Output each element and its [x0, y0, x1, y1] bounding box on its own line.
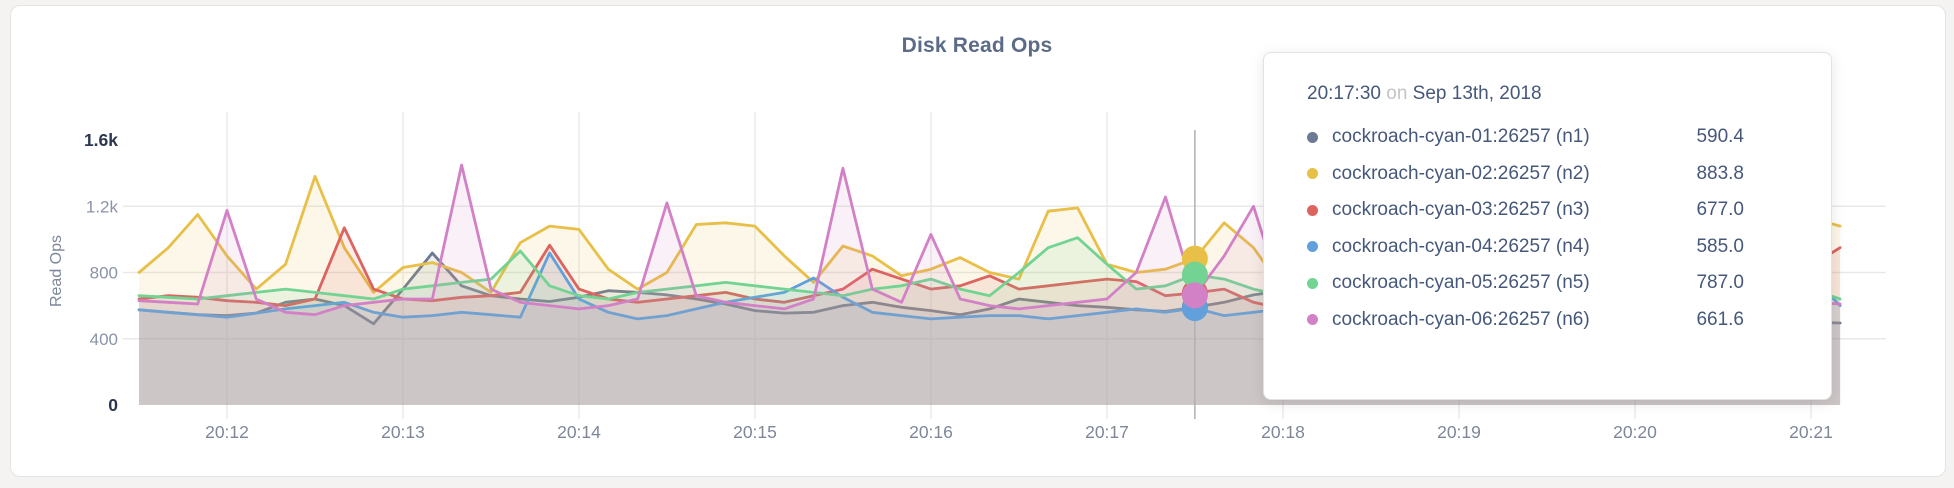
x-tick-label: 20:15	[733, 422, 777, 442]
tooltip-on-word: on	[1386, 83, 1408, 104]
tooltip-date: Sep 13th, 2018	[1412, 83, 1542, 104]
series-dot-icon	[1307, 314, 1318, 326]
series-dot-icon	[1307, 131, 1318, 143]
series-dot-icon	[1307, 241, 1318, 253]
x-tick-label: 20:16	[909, 422, 953, 442]
series-name: cockroach-cyan-02:26257 (n2)	[1332, 162, 1590, 184]
tooltip-row: cockroach-cyan-01:26257 (n1) 590.4	[1307, 119, 1831, 156]
y-tick-label: 800	[90, 264, 118, 283]
series-value: 590.4	[1696, 126, 1744, 148]
series-name: cockroach-cyan-05:26257 (n5)	[1332, 272, 1590, 294]
series-value: 883.8	[1696, 162, 1744, 184]
tooltip-row: cockroach-cyan-03:26257 (n3) 677.0	[1307, 192, 1831, 229]
series-value: 585.0	[1696, 235, 1744, 257]
series-dot-icon	[1307, 277, 1318, 289]
series-dot-icon	[1307, 168, 1318, 180]
y-tick-label: 1.2k	[86, 197, 119, 216]
x-tick-label: 20:19	[1437, 422, 1481, 442]
tooltip-header: 20:17:30 on Sep 13th, 2018	[1307, 83, 1831, 105]
x-tick-label: 20:21	[1789, 422, 1833, 442]
series-dot-icon	[1307, 204, 1318, 216]
tooltip-row: cockroach-cyan-05:26257 (n5) 787.0	[1307, 265, 1831, 302]
tooltip-row: cockroach-cyan-02:26257 (n2) 883.8	[1307, 156, 1831, 193]
x-tick-label: 20:18	[1261, 422, 1305, 442]
series-name: cockroach-cyan-01:26257 (n1)	[1332, 126, 1590, 148]
chart-title: Disk Read Ops	[901, 34, 1053, 57]
tooltip-row: cockroach-cyan-04:26257 (n4) 585.0	[1307, 229, 1831, 266]
x-tick-label: 20:13	[381, 422, 425, 442]
y-tick-label: 1.6k	[84, 130, 118, 150]
series-value: 787.0	[1696, 272, 1744, 294]
series-value: 661.6	[1696, 308, 1744, 330]
x-tick-label: 20:14	[557, 422, 601, 442]
y-tick-label: 0	[108, 395, 118, 415]
tooltip-time: 20:17:30	[1307, 83, 1381, 104]
x-tick-label: 20:20	[1613, 422, 1657, 442]
hover-dot-n5	[1181, 261, 1208, 288]
series-name: cockroach-cyan-03:26257 (n3)	[1332, 199, 1590, 221]
x-tick-label: 20:17	[1085, 422, 1129, 442]
y-axis-title: Read Ops	[48, 234, 65, 308]
series-value: 677.0	[1696, 199, 1744, 221]
hover-tooltip: 20:17:30 on Sep 13th, 2018 cockroach-cya…	[1263, 52, 1832, 400]
y-tick-label: 400	[90, 330, 118, 349]
series-name: cockroach-cyan-06:26257 (n6)	[1332, 308, 1590, 330]
tooltip-row: cockroach-cyan-06:26257 (n6) 661.6	[1307, 302, 1831, 339]
series-name: cockroach-cyan-04:26257 (n4)	[1332, 235, 1590, 257]
hover-dot-n6	[1181, 282, 1208, 309]
x-tick-label: 20:12	[205, 422, 249, 442]
